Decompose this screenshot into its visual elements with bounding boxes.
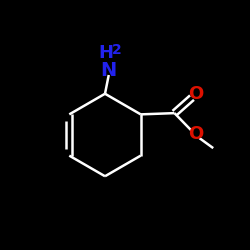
Text: O: O [188,126,203,144]
Text: O: O [188,86,203,103]
Text: H: H [99,44,114,62]
Text: N: N [100,60,117,80]
Text: 2: 2 [112,44,122,58]
